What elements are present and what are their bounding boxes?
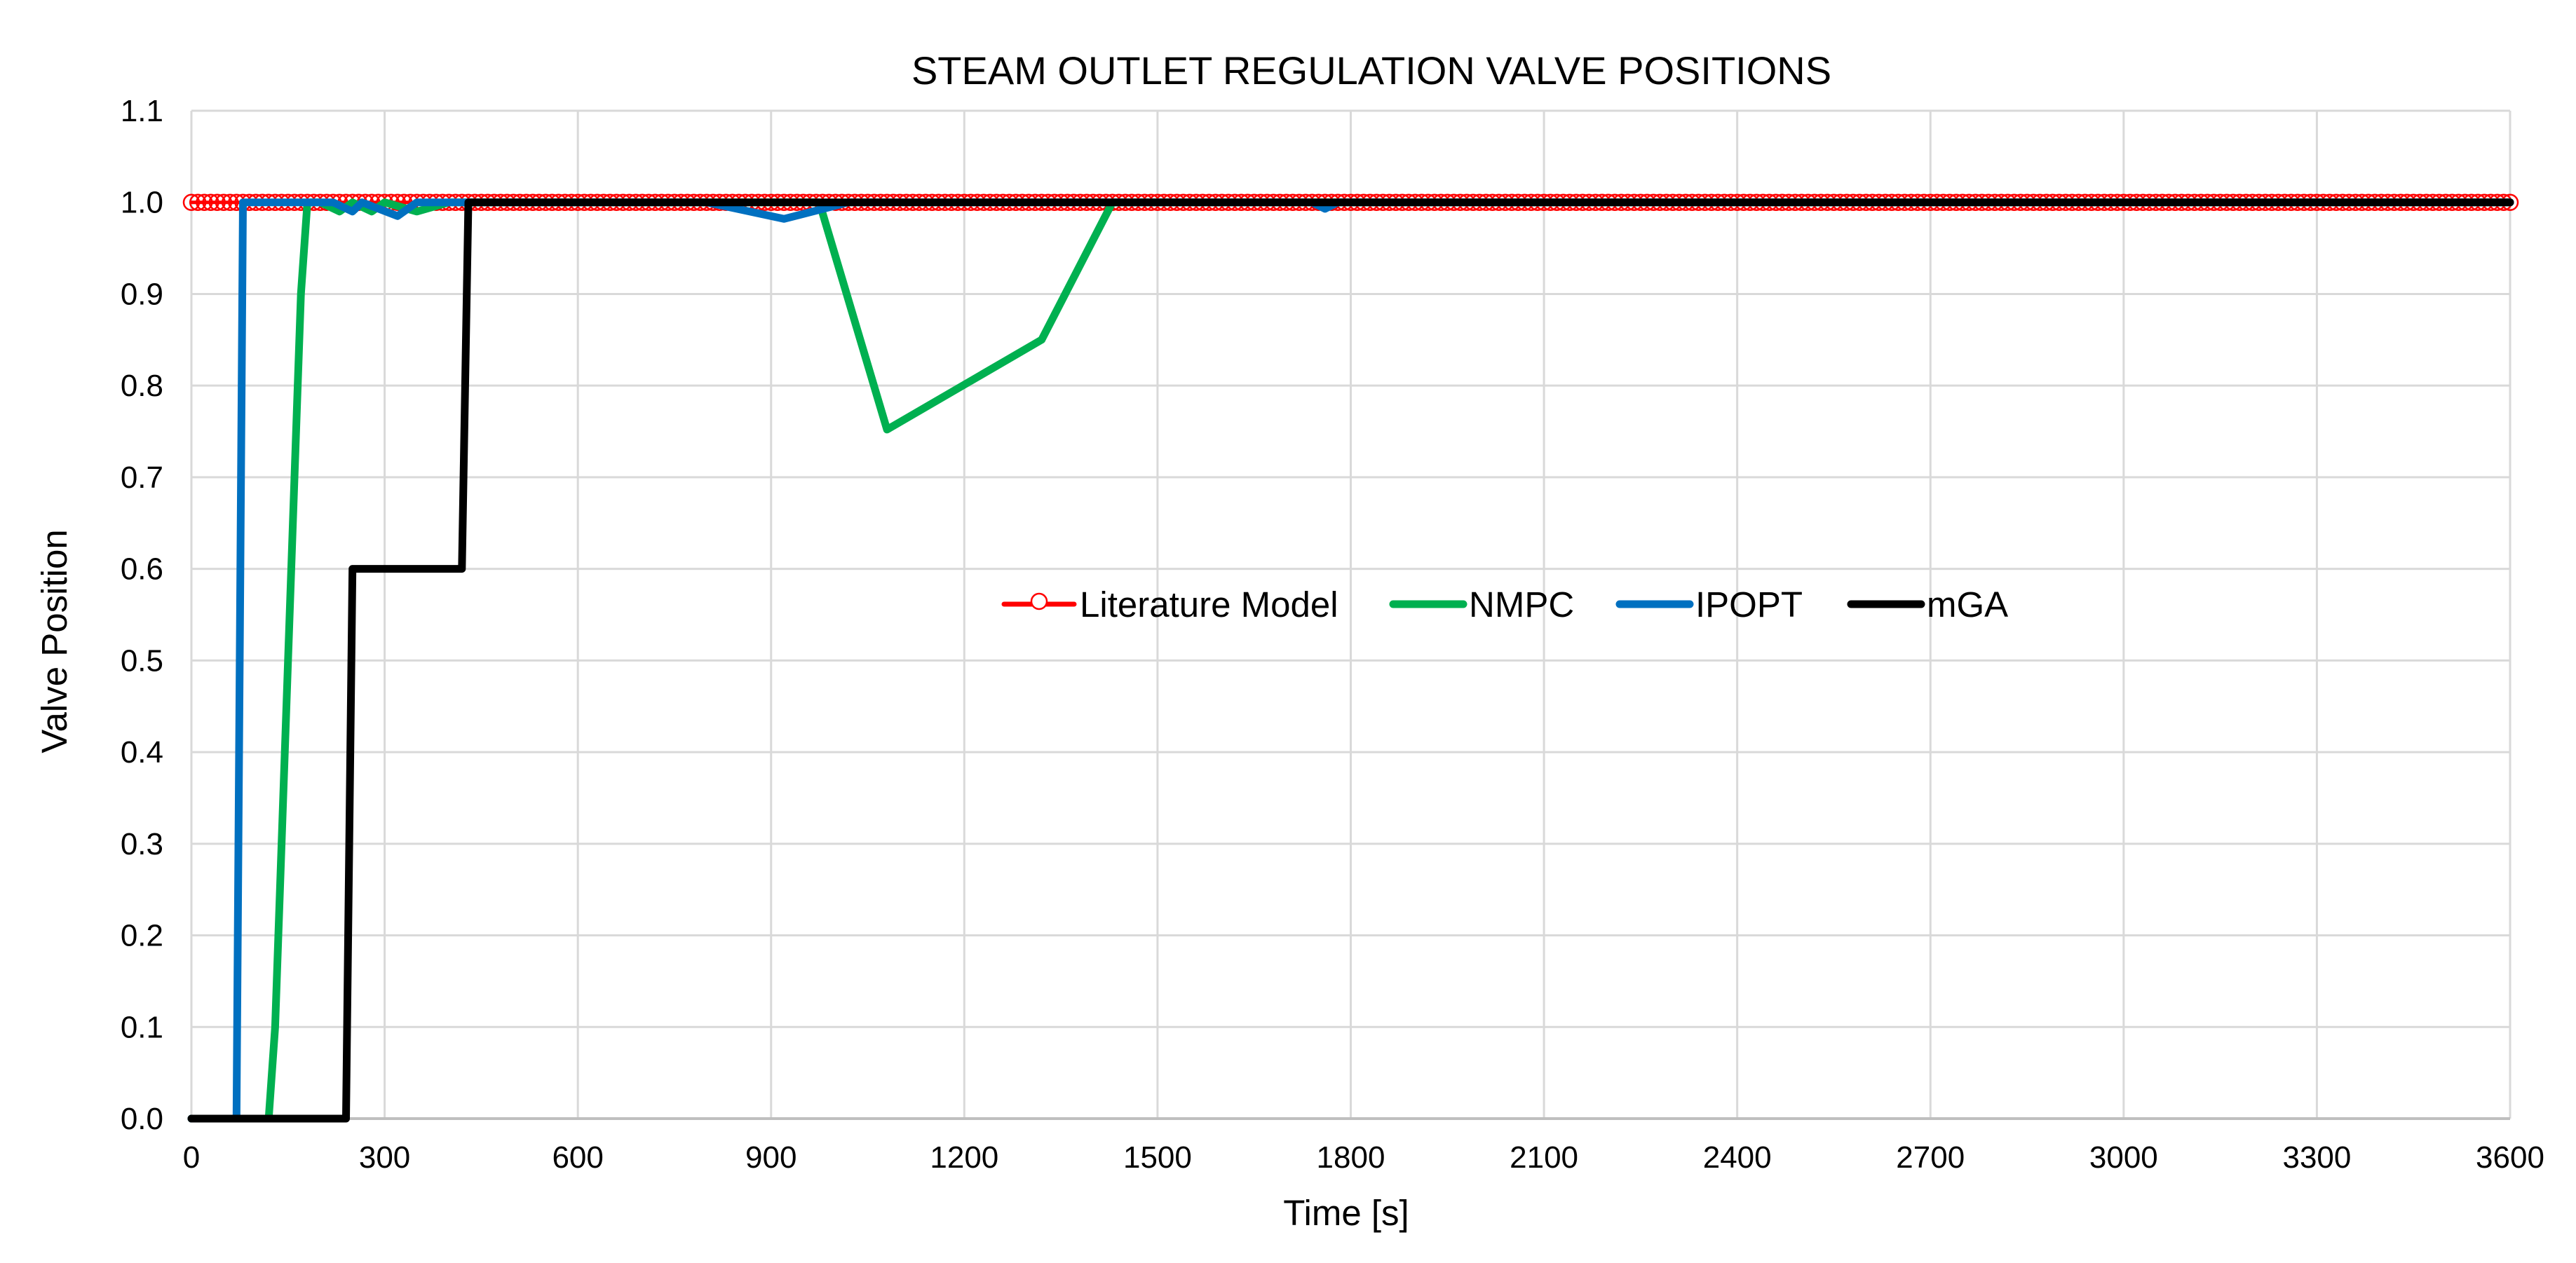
y-tick-label: 0.9 xyxy=(121,277,163,311)
y-tick-label: 0.5 xyxy=(121,643,163,678)
x-tick-label: 1200 xyxy=(930,1140,998,1175)
x-tick-label: 0 xyxy=(183,1140,200,1175)
x-tick-label: 3000 xyxy=(2089,1140,2158,1175)
y-axis-label: Valve Position xyxy=(34,529,74,753)
legend: Literature Model NMPC IPOPT mGA xyxy=(1001,585,2008,624)
x-tick-label: 2700 xyxy=(1896,1140,1965,1175)
y-tick-label: 0.7 xyxy=(121,460,163,495)
series-line xyxy=(187,198,2514,1123)
y-tick-label: 0.4 xyxy=(121,735,163,770)
y-tick-label: 1.1 xyxy=(121,94,163,128)
series-marker xyxy=(221,193,239,211)
series-mga xyxy=(187,198,2514,1123)
legend-label: mGA xyxy=(1927,585,2008,624)
series-marker xyxy=(208,193,226,211)
x-tick-label: 3300 xyxy=(2282,1140,2351,1175)
x-tick-label: 3600 xyxy=(2476,1140,2544,1175)
x-axis-label: Time [s] xyxy=(1283,1193,1409,1233)
tick-labels: 0.0 0.1 0.2 0.3 0.4 0.5 0.6 0.7 0.8 0.9 1.0 1.1 0 300… xyxy=(121,94,2544,1175)
x-tick-label: 600 xyxy=(552,1140,603,1175)
y-tick-label: 0.0 xyxy=(121,1102,163,1136)
series-marker xyxy=(182,193,201,211)
series-marker xyxy=(202,193,219,211)
series-marker xyxy=(215,193,233,211)
legend-label: IPOPT xyxy=(1695,585,1803,624)
legend-item: mGA xyxy=(1847,585,2008,624)
series-layer xyxy=(182,193,2519,1123)
legend-item: Literature Model xyxy=(1001,585,1338,624)
chart-title: STEAM OUTLET REGULATION VALVE POSITIONS xyxy=(911,48,1831,93)
legend-marker xyxy=(1030,592,1048,610)
y-tick-label: 0.8 xyxy=(121,369,163,403)
y-tick-label: 0.6 xyxy=(121,552,163,587)
legend-label: NMPC xyxy=(1469,585,1574,624)
x-tick-label: 1500 xyxy=(1123,1140,1192,1175)
series-marker xyxy=(189,193,207,211)
y-tick-label: 0.3 xyxy=(121,827,163,861)
legend-label: Literature Model xyxy=(1080,585,1338,624)
y-tick-label: 0.2 xyxy=(121,919,163,953)
y-tick-label: 1.0 xyxy=(121,186,163,220)
y-tick-label: 0.1 xyxy=(121,1010,163,1044)
x-tick-label: 2400 xyxy=(1703,1140,1772,1175)
x-tick-label: 1800 xyxy=(1317,1140,1385,1175)
x-tick-label: 900 xyxy=(745,1140,796,1175)
series-marker xyxy=(196,193,213,211)
gridlines xyxy=(190,109,2511,1119)
x-tick-label: 2100 xyxy=(1510,1140,1578,1175)
legend-item: IPOPT xyxy=(1615,585,1803,624)
legend-item: NMPC xyxy=(1389,585,1574,624)
x-tick-label: 300 xyxy=(359,1140,410,1175)
